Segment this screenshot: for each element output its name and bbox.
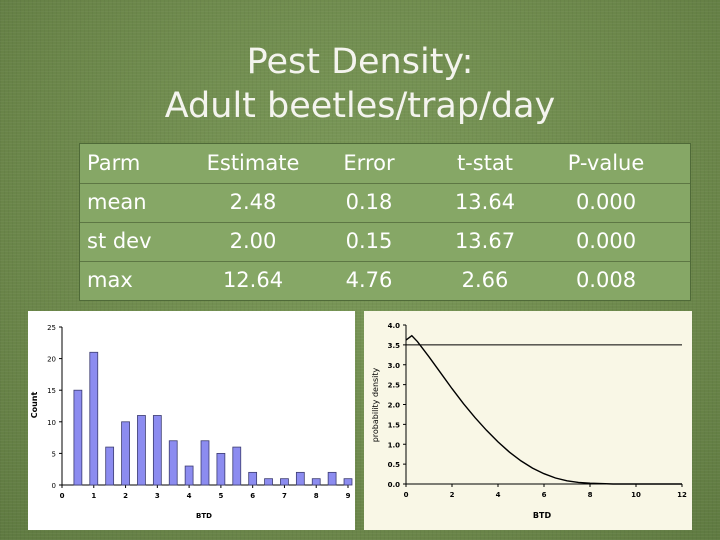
histogram-bar bbox=[264, 478, 273, 486]
header-estimate: Estimate bbox=[206, 151, 300, 175]
histogram-x-tick-label: 4 bbox=[187, 492, 192, 500]
histogram-x-tick-label: 0 bbox=[60, 492, 65, 500]
header-error: Error bbox=[343, 151, 395, 175]
error-value: 0.18 bbox=[345, 190, 393, 214]
table-header-row: Parm Estimate Error t-stat P-value bbox=[80, 144, 690, 183]
density-x-tick-label: 4 bbox=[496, 491, 501, 499]
histogram-x-axis-label: BTD bbox=[196, 512, 212, 520]
parameter-estimates-table: Parm Estimate Error t-stat P-value mean … bbox=[79, 143, 691, 301]
histogram-bar bbox=[343, 478, 353, 486]
row-label: mean bbox=[87, 190, 147, 214]
histogram-x-tick-label: 9 bbox=[346, 492, 351, 500]
histogram-y-axis-label: Count bbox=[30, 392, 39, 419]
table-row: max 12.64 4.76 2.66 0.008 bbox=[80, 261, 690, 300]
histogram-x-tick-label: 7 bbox=[282, 492, 287, 500]
t-stat-value: 13.67 bbox=[454, 229, 516, 253]
histogram-bar bbox=[280, 478, 289, 486]
estimate-value: 12.64 bbox=[222, 268, 284, 292]
header-p-value: P-value bbox=[567, 151, 645, 175]
histogram-bar bbox=[232, 446, 242, 486]
histogram-y-tick-label: 25 bbox=[47, 324, 56, 332]
density-y-tick-label: 0.5 bbox=[388, 461, 401, 469]
table-divider bbox=[80, 222, 690, 223]
histogram-panel: Count BTD 0 5 10 15 20 25 0 1 2 3 4 5 6 7 8 9 bbox=[28, 311, 355, 530]
density-y-tick-label: 0.0 bbox=[388, 481, 401, 489]
density-panel: probability density BTD 0.0 0.5 1.0 1.5 2.0 2… bbox=[364, 311, 692, 530]
histogram-y-tick-label: 10 bbox=[47, 419, 56, 427]
density-x-axis-label: BTD bbox=[533, 511, 552, 520]
histogram-x-tick-label: 8 bbox=[314, 492, 319, 500]
estimate-value: 2.48 bbox=[229, 190, 277, 214]
density-y-tick-label: 2.5 bbox=[388, 382, 401, 390]
slide-title-line-1: Pest Density: bbox=[246, 42, 474, 82]
table-row: mean 2.48 0.18 13.64 0.000 bbox=[80, 183, 690, 222]
histogram-x-tick-label: 2 bbox=[123, 492, 128, 500]
histogram-bar bbox=[121, 421, 130, 486]
histogram-bar bbox=[168, 440, 178, 486]
density-x-tick-label: 8 bbox=[588, 491, 593, 499]
density-y-tick-label: 1.5 bbox=[388, 421, 401, 429]
histogram-bar bbox=[89, 351, 99, 486]
density-x-tick-label: 10 bbox=[631, 491, 641, 499]
histogram-x-tick-label: 5 bbox=[218, 492, 223, 500]
header-t-stat: t-stat bbox=[456, 151, 514, 175]
histogram-y-tick-label: 15 bbox=[47, 387, 56, 395]
histogram-bar bbox=[105, 446, 115, 486]
histogram-bar bbox=[73, 389, 83, 486]
density-y-axis-label: probability density bbox=[371, 367, 380, 442]
row-label: max bbox=[87, 268, 133, 292]
histogram-chart: Count BTD 0 5 10 15 20 25 0 1 2 3 4 5 6 7 8 9 bbox=[30, 324, 353, 520]
density-y-tick-label: 3.5 bbox=[388, 342, 401, 350]
error-value: 4.76 bbox=[345, 268, 393, 292]
histogram-bar bbox=[184, 465, 194, 486]
histogram-bar bbox=[200, 440, 210, 486]
density-y-tick-label: 1.0 bbox=[388, 441, 401, 449]
histogram-y-tick-label: 0 bbox=[52, 482, 56, 490]
histogram-x-tick-label: 3 bbox=[155, 492, 160, 500]
density-y-tick-label: 2.0 bbox=[388, 402, 401, 410]
t-stat-value: 2.66 bbox=[461, 268, 509, 292]
density-x-tick-label: 12 bbox=[677, 491, 687, 499]
error-value: 0.15 bbox=[345, 229, 393, 253]
table-divider bbox=[80, 261, 690, 262]
histogram-bar bbox=[295, 471, 305, 486]
histogram-bar bbox=[216, 452, 226, 486]
histogram-bar bbox=[327, 471, 337, 486]
density-x-tick-label: 2 bbox=[450, 491, 455, 499]
density-y-tick-label: 3.0 bbox=[388, 362, 401, 370]
p-value: 0.008 bbox=[575, 268, 637, 292]
histogram-bar bbox=[248, 471, 258, 486]
estimate-value: 2.00 bbox=[229, 229, 277, 253]
slide-title: Pest Density: Adult beetles/trap/day bbox=[60, 40, 660, 128]
table-row: st dev 2.00 0.15 13.67 0.000 bbox=[80, 222, 690, 261]
histogram-y-tick-label: 20 bbox=[47, 356, 56, 364]
header-parm: Parm bbox=[87, 151, 141, 175]
histogram-bar bbox=[152, 415, 162, 486]
histogram-bar bbox=[311, 478, 321, 486]
histogram-bar bbox=[137, 415, 146, 486]
density-x-tick-label: 0 bbox=[404, 491, 409, 499]
density-chart: probability density BTD 0.0 0.5 1.0 1.5 2.0 2… bbox=[371, 322, 687, 520]
row-label: st dev bbox=[87, 229, 152, 253]
density-x-tick-label: 6 bbox=[542, 491, 547, 499]
t-stat-value: 13.64 bbox=[454, 190, 516, 214]
histogram-y-tick-label: 5 bbox=[52, 450, 56, 458]
histogram-x-tick-label: 1 bbox=[91, 492, 96, 500]
histogram-x-tick-label: 6 bbox=[250, 492, 255, 500]
slide-title-line-2: Adult beetles/trap/day bbox=[164, 86, 556, 126]
p-value: 0.000 bbox=[575, 229, 637, 253]
table-divider bbox=[80, 183, 690, 184]
p-value: 0.000 bbox=[575, 190, 637, 214]
density-curve bbox=[405, 334, 682, 485]
density-y-tick-label: 4.0 bbox=[388, 322, 401, 330]
